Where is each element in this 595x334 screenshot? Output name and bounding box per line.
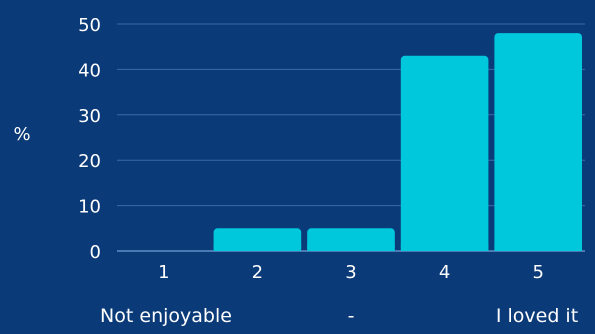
y-axis-label: % (13, 124, 30, 145)
bar-base-2 (213, 245, 302, 251)
bar-base-5 (494, 245, 582, 251)
y-tick-label: 40 (78, 60, 101, 81)
bar-base-3 (307, 245, 395, 251)
y-tick-label: 30 (78, 106, 101, 127)
y-tick-label: 0 (90, 242, 101, 263)
y-tick-label: 10 (78, 197, 101, 218)
bar-5 (494, 33, 582, 251)
x-tick-label: 4 (439, 262, 450, 283)
axes: 0 10 20 30 40 50 1 2 3 4 5 (78, 15, 544, 283)
bar-base-4 (400, 245, 489, 251)
bars (213, 33, 582, 251)
x-tick-label: 1 (158, 262, 169, 283)
y-tick-label: 20 (78, 151, 101, 172)
x-tick-label: 5 (532, 262, 543, 283)
scale-label-middle: - (348, 305, 355, 327)
scale-label-left: Not enjoyable (100, 305, 232, 327)
y-tick-label: 50 (78, 15, 101, 36)
bar-4 (400, 55, 489, 251)
x-tick-label: 3 (345, 262, 356, 283)
x-tick-label: 2 (252, 262, 263, 283)
scale-label-right: I loved it (496, 305, 578, 327)
